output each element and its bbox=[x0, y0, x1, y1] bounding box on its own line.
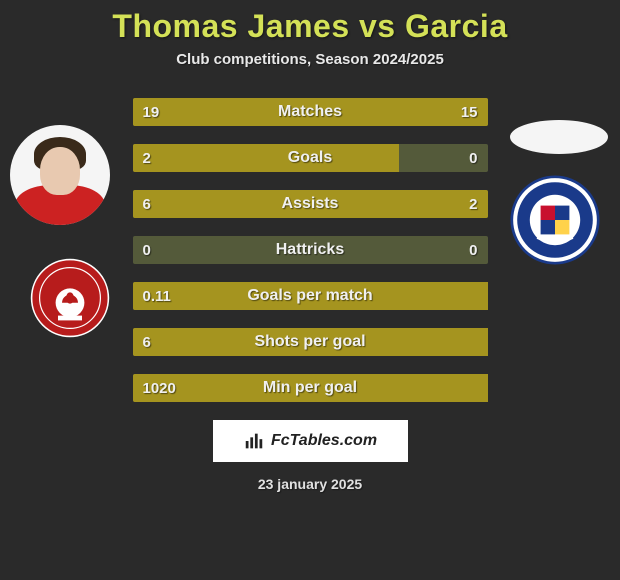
stat-value-left: 6 bbox=[143, 328, 151, 356]
stat-row: Matches19 15 bbox=[133, 98, 488, 126]
stat-label: Shots per goal bbox=[133, 328, 488, 356]
stat-label: Goals per match bbox=[133, 282, 488, 310]
stat-value-left: 0 bbox=[143, 236, 151, 264]
brand-badge: FcTables.com bbox=[213, 420, 408, 462]
stat-label: Min per goal bbox=[133, 374, 488, 402]
stat-value-left: 2 bbox=[143, 144, 151, 172]
stat-label: Assists bbox=[133, 190, 488, 218]
stat-value-right: 0 bbox=[469, 144, 477, 172]
footer-date: 23 january 2025 bbox=[0, 476, 620, 492]
stat-row: Goals per match0.11 bbox=[133, 282, 488, 310]
page-title: Thomas James vs Garcia bbox=[0, 0, 620, 45]
chart-icon bbox=[243, 430, 265, 452]
stat-value-right: 0 bbox=[469, 236, 477, 264]
stat-value-right: 15 bbox=[461, 98, 478, 126]
subtitle: Club competitions, Season 2024/2025 bbox=[0, 51, 620, 68]
stat-row: Hattricks0 0 bbox=[133, 236, 488, 264]
comparison-chart: Matches1915Goals20Assists62Hattricks00Go… bbox=[0, 98, 620, 402]
stat-value-right: 2 bbox=[469, 190, 477, 218]
stat-label: Goals bbox=[133, 144, 488, 172]
stat-label: Matches bbox=[133, 98, 488, 126]
brand-text: FcTables.com bbox=[271, 432, 377, 450]
stat-value-left: 1020 bbox=[143, 374, 176, 402]
stat-value-left: 0.11 bbox=[143, 282, 171, 310]
stat-row: Goals2 0 bbox=[133, 144, 488, 172]
stat-label: Hattricks bbox=[133, 236, 488, 264]
stat-value-left: 6 bbox=[143, 190, 151, 218]
stat-row: Assists6 2 bbox=[133, 190, 488, 218]
stat-row: Shots per goal6 bbox=[133, 328, 488, 356]
stat-value-left: 19 bbox=[143, 98, 160, 126]
stat-row: Min per goal1020 bbox=[133, 374, 488, 402]
